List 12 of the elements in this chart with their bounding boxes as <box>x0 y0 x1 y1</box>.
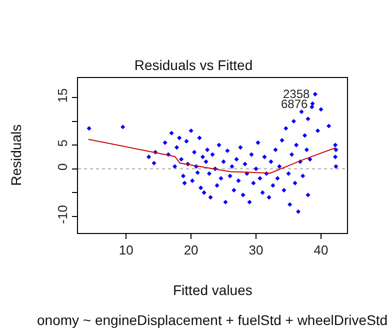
chart-title: Residuals vs Fitted <box>134 56 253 73</box>
x-tick-label: 10 <box>118 242 134 258</box>
y-tick-label: 5 <box>54 139 70 147</box>
y-tick-label: 0 <box>54 163 70 170</box>
y-tick-label: 15 <box>54 88 70 103</box>
y-tick-label: -10 <box>54 205 70 224</box>
x-tick-label: 40 <box>314 242 328 258</box>
x-tick-label: 20 <box>184 242 198 258</box>
x-tick-label: 30 <box>248 242 264 258</box>
x-axis-title: Fitted values <box>173 282 252 298</box>
y-axis-title: Residuals <box>8 124 24 186</box>
text: onomy ~ engineDisplacement + fuelStd + wheelDriveStd <box>37 312 387 328</box>
